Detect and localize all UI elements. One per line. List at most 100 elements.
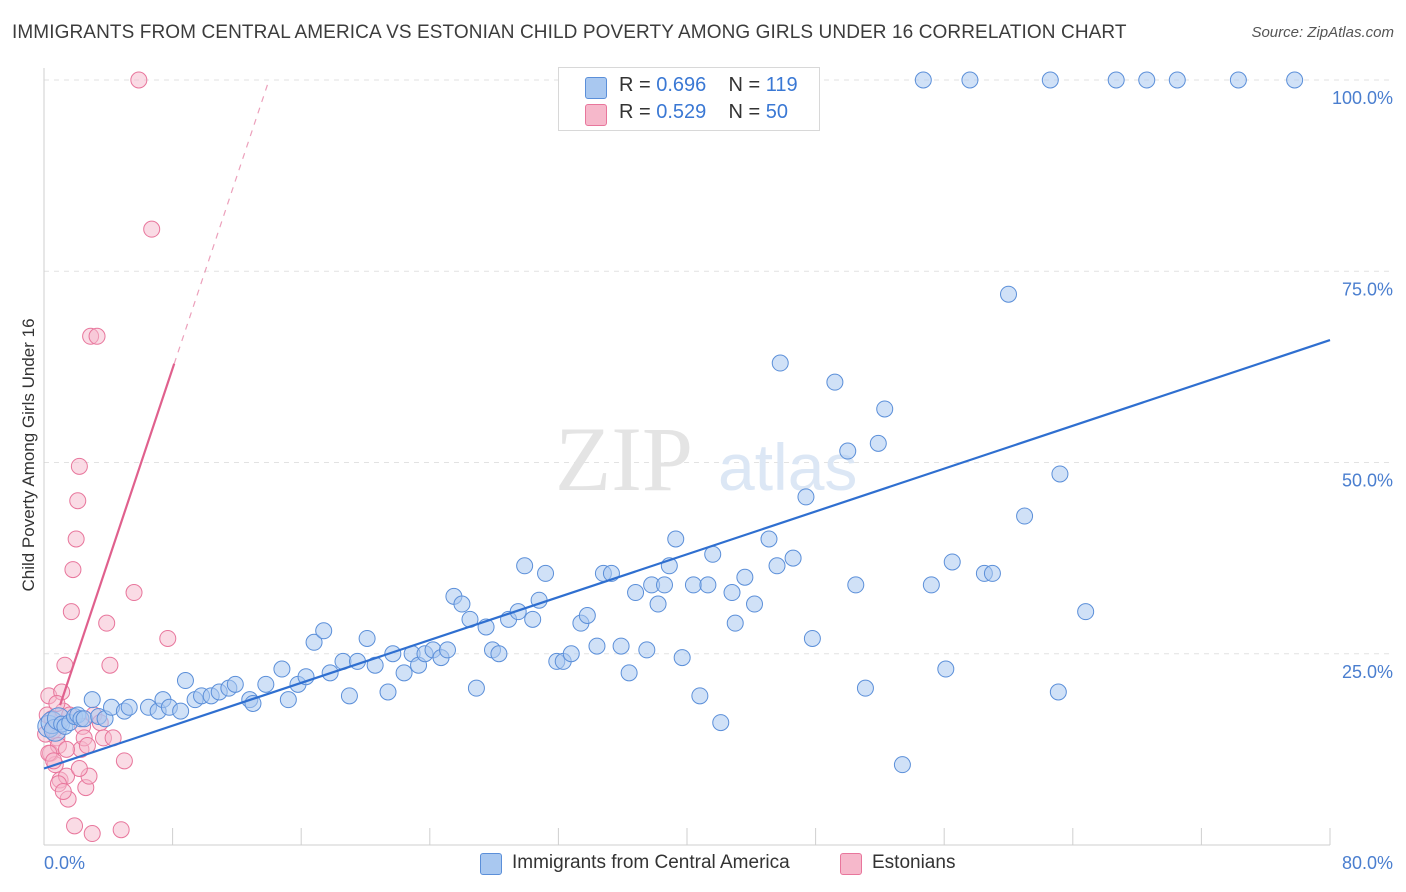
- trend-lines: [43, 79, 1331, 770]
- estonians-point: [67, 530, 85, 548]
- y-tick-label: 75.0%: [1342, 279, 1393, 299]
- central-america-point: [612, 637, 630, 655]
- tick-labels: 25.0% 50.0% 75.0% 100.0% 0.0% 80.0%: [44, 88, 1393, 873]
- central-america-point: [537, 564, 555, 582]
- bottom-legend-swatch-pink: [840, 853, 862, 875]
- central-america-point: [524, 610, 542, 628]
- central-america-point: [876, 400, 894, 418]
- central-america-point: [340, 687, 358, 705]
- central-america-point: [315, 622, 333, 640]
- central-america-point: [279, 691, 297, 709]
- bottom-legend-label-blue: Immigrants from Central America: [512, 852, 790, 873]
- legend-n-label: N =: [728, 74, 766, 96]
- central-america-point: [1049, 683, 1067, 701]
- estonians-point: [54, 782, 72, 800]
- watermark-zip: ZIP: [555, 408, 693, 510]
- estonians-point: [159, 629, 177, 647]
- central-america-point: [1016, 507, 1034, 525]
- estonians-point: [130, 71, 148, 89]
- central-america-point: [1138, 71, 1156, 89]
- estonians-point: [70, 760, 88, 777]
- central-america-point: [760, 530, 778, 548]
- central-america-point: [588, 637, 606, 655]
- central-america-point: [395, 664, 413, 682]
- watermark-atlas: atlas: [718, 430, 857, 504]
- legend-r-value: 0.529: [656, 101, 707, 123]
- estonians-point: [115, 752, 133, 770]
- estonians-point: [69, 492, 87, 510]
- central-america-point: [1286, 71, 1304, 89]
- central-america-point: [784, 549, 802, 567]
- legend-n-label: N =: [728, 101, 766, 123]
- central-america-point: [712, 714, 730, 732]
- central-america-point: [768, 557, 786, 575]
- central-america-point: [723, 584, 741, 602]
- central-america-point: [562, 645, 580, 663]
- estonians-point: [62, 603, 80, 621]
- central-america-point: [937, 660, 955, 678]
- central-america-point: [638, 641, 656, 659]
- central-america-point: [490, 645, 508, 663]
- estonians-point: [101, 656, 119, 674]
- central-america-point: [226, 675, 244, 693]
- central-america-point: [673, 649, 691, 667]
- central-america-point: [746, 595, 764, 613]
- estonians-point: [125, 584, 143, 602]
- x-tick-label: 80.0%: [1342, 853, 1393, 873]
- central-america-point: [914, 71, 932, 89]
- y-tick-label: 100.0%: [1332, 88, 1393, 108]
- estonians-trendline-extension: [173, 79, 270, 364]
- central-america-point: [667, 530, 685, 548]
- central-america-point: [83, 691, 101, 709]
- central-america-point: [893, 756, 911, 774]
- central-america-point: [620, 664, 638, 682]
- estonians-point: [112, 821, 130, 839]
- y-axis-label: Child Poverty Among Girls Under 16: [19, 318, 38, 591]
- central-america-point: [797, 488, 815, 506]
- central-america-point: [172, 702, 190, 720]
- estonians-point: [83, 825, 101, 843]
- legend-swatch-pink: [585, 104, 607, 126]
- legend: R = 0.696 N = 119 R = 0.529 N = 50: [558, 67, 820, 131]
- central-america-point: [943, 553, 961, 571]
- central-america-point: [1168, 71, 1186, 89]
- chart-title: IMMIGRANTS FROM CENTRAL AMERICA VS ESTON…: [12, 22, 1127, 43]
- central-america-point: [839, 442, 857, 460]
- central-america-point: [578, 607, 596, 624]
- y-tick-label: 25.0%: [1342, 662, 1393, 682]
- x-tick-label: 0.0%: [44, 853, 85, 873]
- estonians-point: [58, 740, 76, 758]
- central-america-point: [467, 679, 485, 697]
- central-america-point: [726, 614, 744, 632]
- central-america-point: [1229, 71, 1247, 89]
- central-america-point: [273, 660, 291, 678]
- estonians-point: [143, 220, 161, 238]
- central-america-point: [826, 373, 844, 391]
- legend-swatch-blue: [585, 77, 607, 99]
- central-america-point: [379, 683, 397, 701]
- estonians-point: [66, 817, 84, 835]
- central-america-point: [1077, 603, 1095, 621]
- central-america-point: [847, 576, 865, 594]
- central-america-point: [691, 687, 709, 705]
- estonians-point: [70, 457, 88, 475]
- central-america-point: [961, 71, 979, 89]
- central-america-point: [384, 645, 402, 663]
- central-america-point: [120, 698, 138, 716]
- legend-n-value: 50: [765, 101, 789, 123]
- legend-r-value: 0.696: [656, 74, 707, 96]
- central-america-point: [699, 576, 717, 594]
- central-america-point: [684, 576, 702, 594]
- central-america-point: [1051, 465, 1069, 483]
- central-america-point: [176, 672, 194, 690]
- central-america-point: [655, 576, 673, 594]
- bottom-legend-label-pink: Estonians: [872, 852, 956, 873]
- legend-r-label: R =: [619, 74, 657, 96]
- central-america-point: [649, 595, 667, 613]
- central-america-point: [305, 633, 323, 651]
- central-america-point: [869, 434, 887, 452]
- central-america-point: [736, 568, 754, 586]
- estonians-point: [88, 327, 106, 345]
- central-america-point: [1041, 71, 1059, 89]
